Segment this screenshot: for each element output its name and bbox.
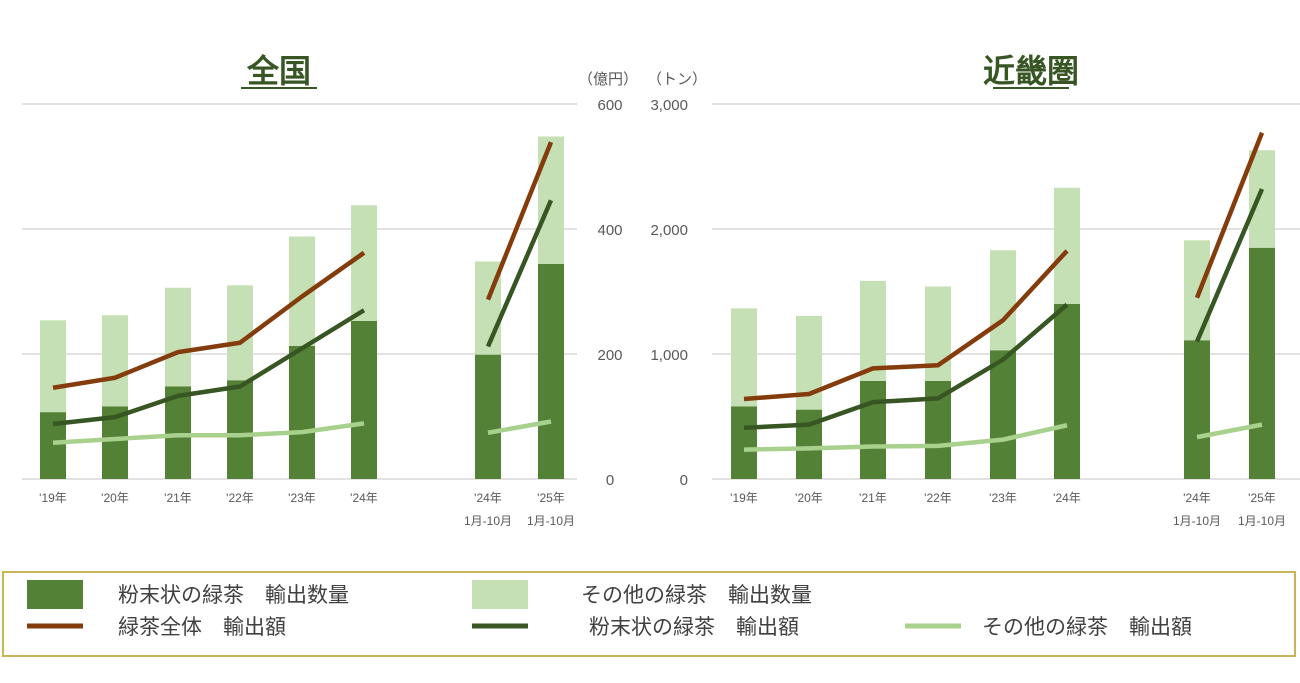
legend-label: 粉末状の緑茶 輸出数量 (118, 584, 349, 607)
legend-label: 粉末状の緑茶 輸出額 (589, 616, 799, 639)
line-total-value (1194, 131, 1265, 299)
value-tick-label: 0 (606, 472, 614, 489)
bar-other-volume (227, 285, 253, 381)
x-tick-label: '24年 (1053, 491, 1081, 505)
legend-label: その他の緑茶 輸出数量 (581, 584, 812, 607)
volume-tick-label: 3,000 (650, 97, 688, 114)
x-tick-label: '20年 (795, 491, 823, 505)
line-other-value (743, 423, 1068, 452)
line-powder-value (743, 302, 1069, 430)
bar-other-volume (165, 287, 191, 387)
bar-other-volume (102, 315, 128, 407)
x-tick-label: '25年 (537, 491, 565, 505)
chart-kinki: 近畿圏 0 1,000 2,000 3,000 '19年 '20年 '21年 '22年 '23年 '… (650, 53, 1300, 528)
volume-tick-label: 2,000 (650, 222, 688, 239)
bar-other-volume (731, 308, 757, 407)
bar-other-volume (351, 205, 377, 321)
bar-powder-volume (538, 264, 564, 479)
x-tick-label-period: 1月-10月 (1173, 514, 1221, 528)
bar-powder-volume (475, 354, 501, 479)
bar-powder-volume (860, 380, 886, 479)
unit-label-money: （億円） (578, 71, 638, 88)
legend-swatch-box (27, 580, 83, 609)
chart-title: 近畿圏 (983, 53, 1079, 89)
x-tick-label: '24年 (474, 491, 502, 505)
value-tick-label: 200 (597, 347, 622, 364)
line-total-value (743, 249, 1069, 402)
bar-powder-volume (1249, 247, 1275, 479)
bar-other-volume (1054, 187, 1080, 304)
x-tick-label-period: 1月-10月 (527, 514, 575, 528)
legend-label: その他の緑茶 輸出額 (982, 616, 1192, 639)
value-tick-label: 400 (597, 222, 622, 239)
bar-powder-volume (1184, 340, 1210, 479)
legend-swatch-box (472, 580, 528, 609)
x-tick-label: '19年 (730, 491, 758, 505)
volume-tick-label: 1,000 (650, 347, 688, 364)
volume-tick-label: 0 (680, 472, 688, 489)
bar-powder-volume (227, 380, 253, 479)
value-tick-label: 600 (597, 97, 622, 114)
bar-other-volume (1249, 150, 1275, 248)
x-tick-label: '22年 (924, 491, 952, 505)
x-tick-label: '21年 (859, 491, 887, 505)
line-total-value (52, 250, 366, 390)
line-powder-value (485, 199, 554, 348)
bar-other-volume (40, 320, 66, 413)
unit-label-volume: （トン） (647, 71, 707, 88)
value-axis: 600 400 200 0 (597, 97, 622, 489)
x-tick-label: '23年 (288, 491, 316, 505)
x-tick-label: '21年 (164, 491, 192, 505)
legend-label: 緑茶全体 輸出額 (118, 616, 286, 639)
line-powder-value (1194, 188, 1265, 343)
x-tick-label: '22年 (226, 491, 254, 505)
bar-powder-volume (731, 406, 757, 479)
x-tick-label-period: 1月-10月 (1238, 514, 1286, 528)
x-tick-label: '19年 (39, 491, 67, 505)
chart-title: 全国 (246, 53, 311, 89)
bar-other-volume (990, 250, 1016, 351)
x-tick-label: '24年 (1183, 491, 1211, 505)
unit-label-money-partial: （ (1290, 71, 1300, 88)
bar-powder-volume (289, 345, 315, 479)
bar-powder-volume (1054, 304, 1080, 479)
line-other-value (487, 419, 552, 435)
x-tick-label-period: 1月-10月 (464, 514, 512, 528)
bar-powder-volume (925, 380, 951, 479)
line-total-value (485, 141, 554, 301)
line-powder-value (52, 308, 366, 427)
bar-powder-volume (165, 386, 191, 479)
bar-powder-volume (990, 350, 1016, 479)
x-tick-label: '25年 (1248, 491, 1276, 505)
bar-powder-volume (351, 320, 377, 479)
line-other-value (52, 421, 365, 445)
x-tick-label: '24年 (350, 491, 378, 505)
x-tick-label: '20年 (101, 491, 129, 505)
legend-frame (2, 571, 1296, 657)
bar-other-volume (860, 280, 886, 381)
x-tick-label: '23年 (989, 491, 1017, 505)
chart-national: 全国 '19年 '20年 '21年 '22年 '23年 '24年 '24年 1月-10月 '25年… (22, 53, 577, 528)
line-other-value (1196, 422, 1263, 440)
